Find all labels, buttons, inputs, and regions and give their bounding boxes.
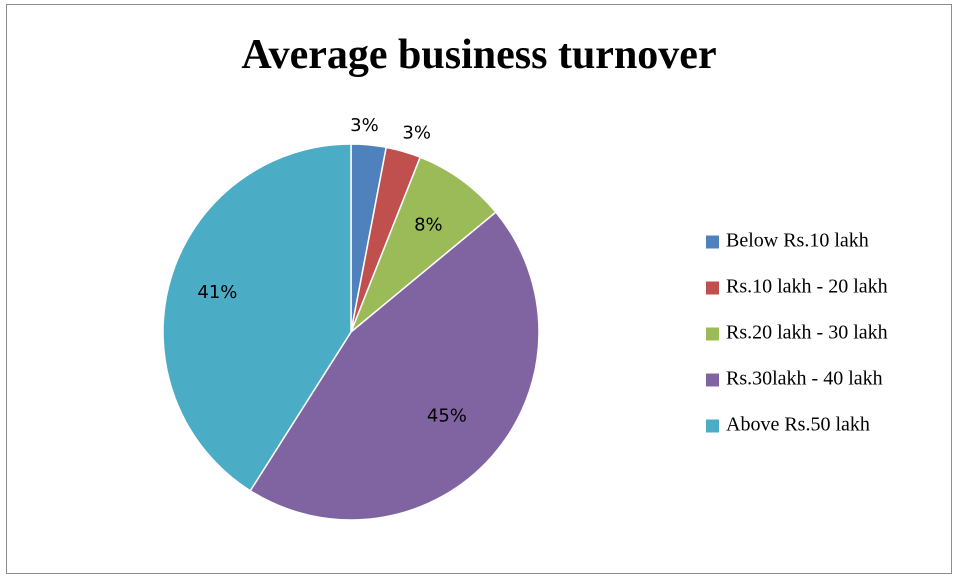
- legend-swatch-rs-10-lakh-20-lakh: [706, 281, 719, 295]
- slice-label-rs-30lakh-40-lakh: 45%: [427, 406, 467, 427]
- slice-labels: 3% 3% 8% 45% 41%: [197, 115, 467, 426]
- pie-slice-rs-30lakh-40-lakh: [249, 211, 540, 521]
- legend-label-rs-30lakh-40-lakh: Rs.30lakh - 40 lakh: [726, 368, 883, 390]
- legend: Below Rs.10 lakh Rs.10 lakh - 20 lakh Rs.2…: [706, 230, 888, 436]
- pie-slice-rs-20-lakh-30-lakh: [350, 156, 497, 333]
- slice-label-rs-20-lakh-30-lakh: 8%: [414, 215, 443, 236]
- slice-label-rs-10-lakh-20-lakh: 3%: [402, 122, 431, 143]
- legend-label-below-rs-10-lakh: Below Rs.10 lakh: [726, 230, 869, 252]
- legend-swatch-rs-20-lakh-30-lakh: [706, 327, 719, 341]
- slice-label-above-rs-50-lakh: 41%: [197, 282, 237, 303]
- pie-slices: [162, 143, 540, 521]
- chart-title: Average business turnover: [241, 32, 717, 78]
- legend-swatch-above-rs-50-lakh: [706, 419, 719, 433]
- pie-slice-above-rs-50-lakh: [162, 143, 352, 492]
- legend-label-rs-10-lakh-20-lakh: Rs.10 lakh - 20 lakh: [726, 276, 888, 298]
- legend-label-above-rs-50-lakh: Above Rs.50 lakh: [726, 414, 870, 436]
- legend-label-rs-20-lakh-30-lakh: Rs.20 lakh - 30 lakh: [726, 322, 888, 344]
- legend-swatch-below-rs-10-lakh: [706, 235, 719, 249]
- slice-label-below-rs-10-lakh: 3%: [350, 115, 379, 136]
- legend-swatch-rs-30lakh-40-lakh: [706, 373, 719, 387]
